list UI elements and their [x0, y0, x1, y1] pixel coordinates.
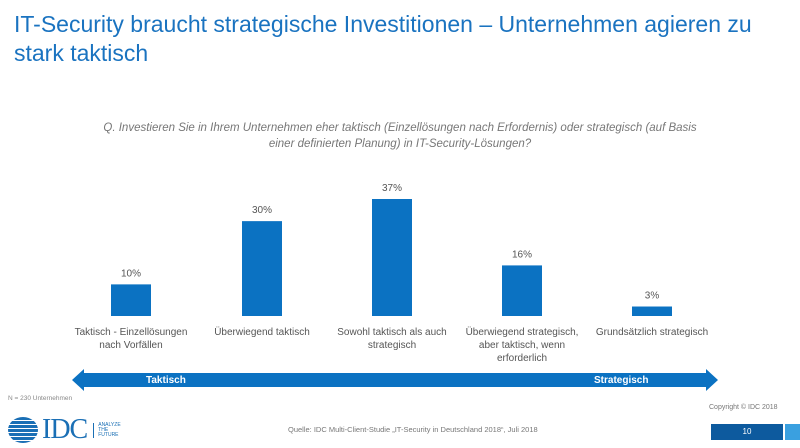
data-label: 16% [512, 249, 532, 260]
bar [502, 265, 542, 316]
survey-question: Q. Investieren Sie in Ihrem Unternehmen … [103, 122, 697, 150]
category-label: Sowohl taktisch als auch strategisch [337, 327, 447, 351]
bar [242, 221, 282, 316]
category-label: Überwiegend strategisch, aber taktisch, … [465, 327, 579, 364]
bar [372, 199, 412, 316]
logo-text: IDC [42, 414, 88, 445]
data-label: 37% [382, 183, 402, 194]
category-label: Taktisch - Einzellösungen nach Vorfällen [74, 327, 188, 351]
page-accent [785, 424, 800, 440]
globe-icon [8, 417, 38, 443]
scale-label-left: Taktisch [146, 375, 186, 386]
category-label: Grundsätzlich strategisch [595, 327, 709, 338]
sample-size: N = 230 Unternehmen [8, 395, 73, 402]
copyright: Copyright © IDC 2018 [709, 404, 778, 411]
scale-arrow [72, 369, 718, 391]
page-number: 10 [711, 424, 783, 440]
data-label: 30% [252, 205, 272, 216]
scale-label-right: Strategisch [594, 375, 649, 386]
data-label: 10% [121, 268, 141, 279]
category-label: Überwiegend taktisch [214, 327, 310, 338]
source-note: Quelle: IDC Multi-Client-Studie „IT-Secu… [288, 425, 538, 434]
bar [111, 284, 151, 316]
logo-tagline: ANALYZE THE FUTURE [93, 422, 121, 438]
data-label: 3% [645, 291, 660, 302]
bar [632, 306, 672, 316]
idc-logo: IDC ANALYZE THE FUTURE [8, 414, 121, 446]
slide-title: IT-Security braucht strategische Investi… [14, 11, 752, 66]
